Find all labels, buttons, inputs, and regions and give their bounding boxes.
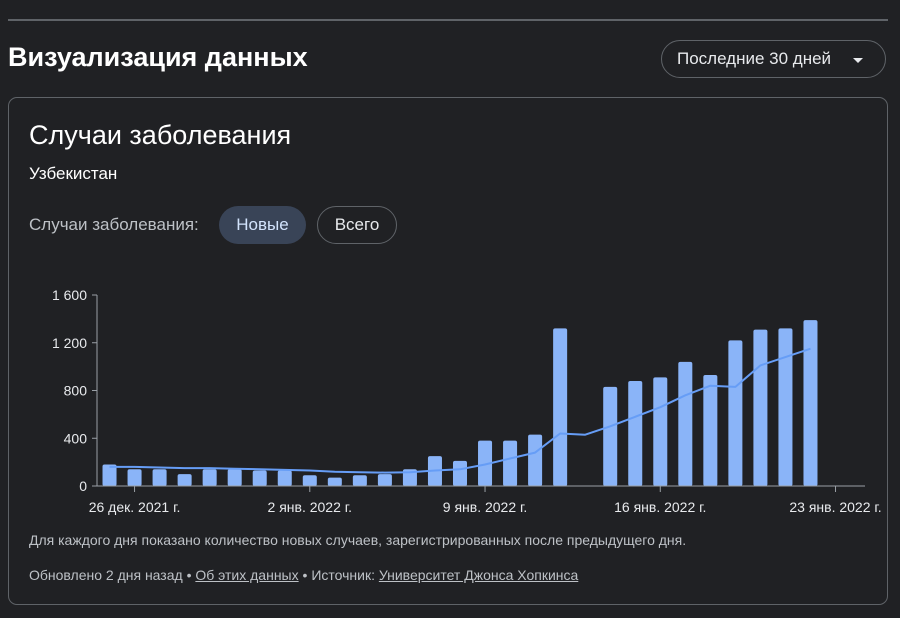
x-tick-label: 9 янв. 2022 г. <box>443 499 528 515</box>
chart-note: Для каждого дня показано количество новы… <box>29 532 687 548</box>
chart-bar <box>127 469 142 486</box>
chart-bar <box>102 464 117 486</box>
chart-bar <box>302 475 317 486</box>
chart-bar <box>603 386 618 486</box>
average-line <box>109 347 811 474</box>
chart-bar <box>803 320 818 486</box>
chart-bar <box>277 470 292 486</box>
about-data-link[interactable]: Об этих данных <box>195 567 299 583</box>
footer-separator: • <box>182 567 196 583</box>
chart-bar <box>202 469 217 486</box>
y-tick-label: 1 200 <box>52 335 87 351</box>
y-tick-label: 0 <box>79 478 87 494</box>
region-name: Узбекистан <box>29 164 118 183</box>
y-tick-label: 1 600 <box>52 287 87 303</box>
source-label: Источник: <box>311 567 375 583</box>
cases-chart: 0 400 800 1 200 1 600 26 дек. 2021 г. 2 янв. 2… <box>52 287 882 515</box>
dropdown-caret-icon <box>853 58 863 63</box>
chart-bar <box>703 374 718 486</box>
total-cases-chip[interactable]: Всего <box>317 206 397 244</box>
section-title: Визуализация данных <box>8 42 308 72</box>
chart-bar <box>528 434 543 486</box>
x-tick-label: 16 янв. 2022 г. <box>614 499 706 515</box>
date-range-select[interactable]: Последние 30 дней <box>661 40 886 78</box>
chart-bar <box>352 475 367 486</box>
chart-bar <box>252 470 267 486</box>
chart-bar <box>678 361 693 486</box>
new-cases-chip[interactable]: Новые <box>219 206 306 244</box>
x-tick-label: 2 янв. 2022 г. <box>268 499 353 515</box>
x-tick-label: 23 янв. 2022 г. <box>789 499 881 515</box>
chart-bar <box>503 440 518 486</box>
x-tick-label: 26 дек. 2021 г. <box>89 499 181 515</box>
chart-bar <box>377 474 392 486</box>
chart-bar <box>177 474 192 486</box>
footer-separator: • <box>298 567 312 583</box>
chart-bar <box>628 380 643 486</box>
updated-text: Обновлено 2 дня назад <box>29 567 183 583</box>
card-footer: Обновлено 2 дня назад • Об этих данных •… <box>29 567 578 583</box>
chart-bar <box>753 329 768 486</box>
cases-toggle-label: Случаи заболевания: <box>29 215 199 234</box>
chart-bar <box>452 460 468 486</box>
source-link[interactable]: Университет Джонса Хопкинса <box>378 567 579 583</box>
y-tick-label: 400 <box>64 430 88 446</box>
chart-bar <box>653 377 668 486</box>
cases-card: Случаи заболевания Узбекистан Случаи заб… <box>8 97 888 605</box>
chart-bar <box>778 328 793 486</box>
card-title: Случаи заболевания <box>29 120 292 150</box>
chart-bar <box>327 477 342 486</box>
chart-bar <box>728 340 743 486</box>
chart-bar <box>152 469 167 486</box>
chart-bar <box>553 328 568 486</box>
chart-bar <box>227 469 242 486</box>
chart-bar <box>402 469 417 486</box>
top-divider <box>8 19 888 21</box>
date-range-value: Последние 30 дней <box>677 49 832 68</box>
chart-bar <box>478 440 493 486</box>
y-tick-label: 800 <box>64 383 88 399</box>
